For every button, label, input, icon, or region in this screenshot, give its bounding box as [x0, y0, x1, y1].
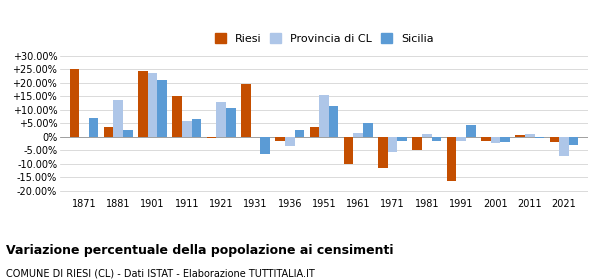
Bar — [491, 137, 500, 143]
Bar — [378, 137, 388, 168]
Legend: Riesi, Provincia di CL, Sicilia: Riesi, Provincia di CL, Sicilia — [211, 30, 437, 47]
Text: Variazione percentuale della popolazione ai censimenti: Variazione percentuale della popolazione… — [6, 244, 394, 256]
Bar — [319, 95, 329, 137]
Bar — [447, 137, 457, 181]
Bar — [104, 127, 113, 137]
Bar — [113, 100, 123, 137]
Bar — [148, 73, 157, 137]
Bar — [157, 80, 167, 137]
Bar — [457, 137, 466, 141]
Bar — [295, 130, 304, 137]
Bar — [397, 137, 407, 141]
Bar — [207, 137, 217, 138]
Bar — [481, 137, 491, 141]
Bar — [344, 137, 353, 164]
Bar — [260, 137, 270, 154]
Bar — [138, 71, 148, 137]
Bar — [123, 130, 133, 137]
Bar — [535, 137, 544, 138]
Bar — [182, 120, 191, 137]
Bar — [172, 96, 182, 137]
Bar — [500, 137, 510, 142]
Bar — [550, 137, 559, 142]
Bar — [353, 133, 363, 137]
Bar — [431, 137, 441, 141]
Text: COMUNE DI RIESI (CL) - Dati ISTAT - Elaborazione TUTTITALIA.IT: COMUNE DI RIESI (CL) - Dati ISTAT - Elab… — [6, 269, 315, 279]
Bar — [217, 102, 226, 137]
Bar — [275, 137, 285, 141]
Bar — [422, 134, 431, 137]
Bar — [241, 84, 251, 137]
Bar — [466, 125, 476, 137]
Bar — [310, 127, 319, 137]
Bar — [70, 69, 79, 137]
Bar — [515, 135, 525, 137]
Bar — [89, 118, 98, 137]
Bar — [569, 137, 578, 145]
Bar — [226, 108, 236, 137]
Bar — [525, 134, 535, 137]
Bar — [329, 106, 338, 137]
Bar — [363, 123, 373, 137]
Bar — [412, 137, 422, 150]
Bar — [285, 137, 295, 146]
Bar — [388, 137, 397, 151]
Bar — [191, 119, 201, 137]
Bar — [559, 137, 569, 156]
